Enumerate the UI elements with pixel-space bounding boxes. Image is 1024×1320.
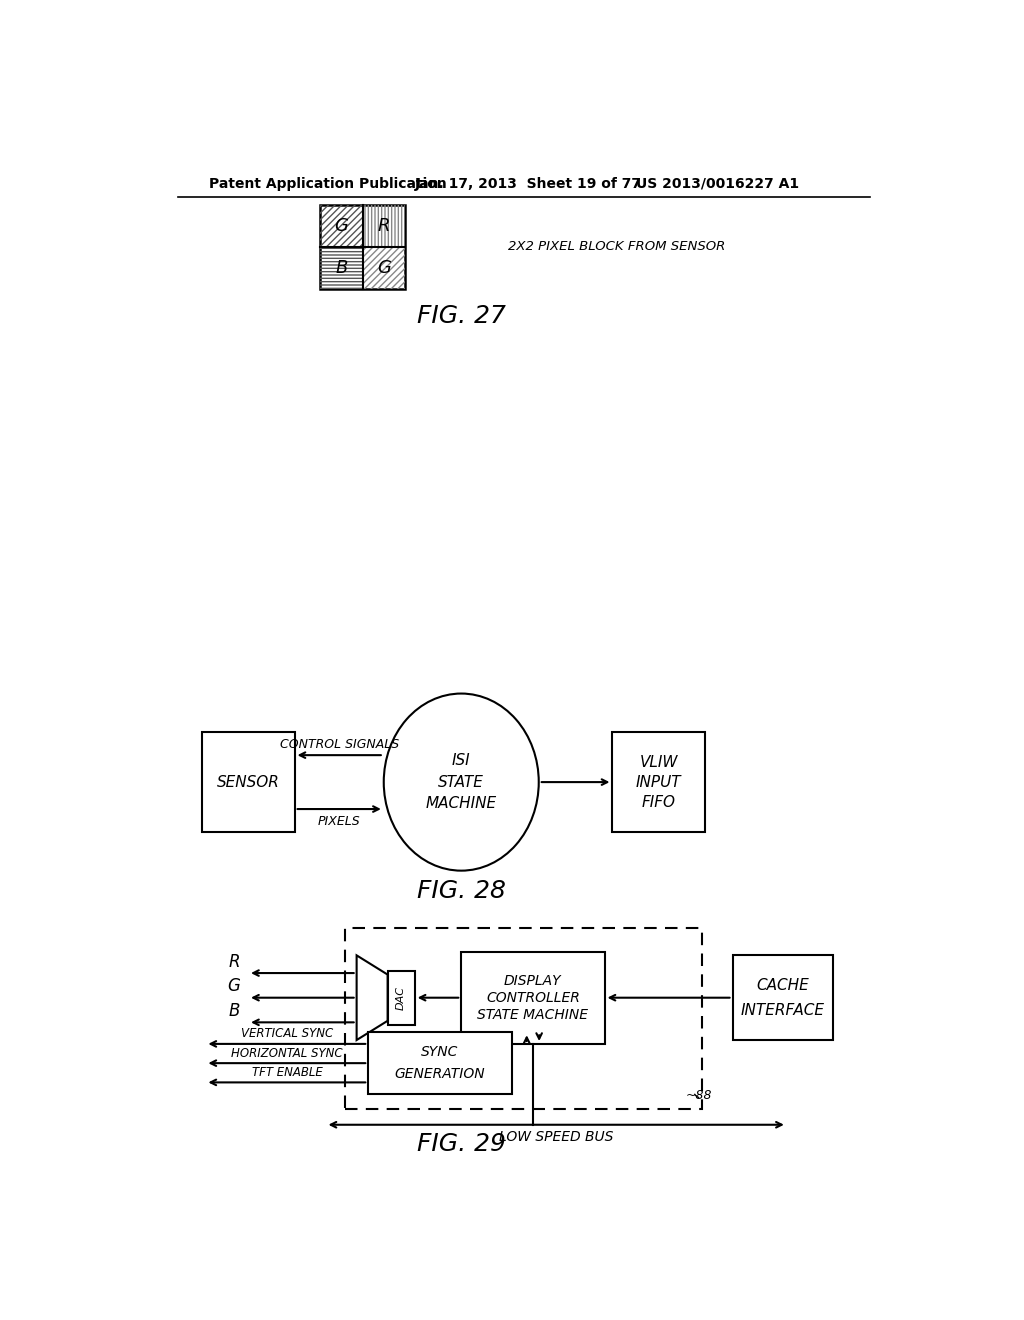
Text: CACHE: CACHE — [757, 978, 809, 993]
Bar — [461, 952, 604, 1044]
Text: R: R — [228, 953, 240, 970]
Bar — [362, 247, 406, 289]
Bar — [612, 733, 706, 832]
Text: TFT ENABLE: TFT ENABLE — [252, 1065, 323, 1078]
Text: VLIW: VLIW — [640, 755, 678, 770]
Text: R: R — [378, 216, 390, 235]
Bar — [732, 956, 834, 1040]
Text: INTERFACE: INTERFACE — [741, 1002, 825, 1018]
Text: VERTICAL SYNC: VERTICAL SYNC — [241, 1027, 333, 1040]
Text: Patent Application Publication: Patent Application Publication — [209, 177, 447, 191]
Text: STATE MACHINE: STATE MACHINE — [477, 1007, 589, 1022]
Bar — [202, 733, 295, 832]
Text: CONTROL SIGNALS: CONTROL SIGNALS — [280, 738, 398, 751]
Text: DISPLAY: DISPLAY — [504, 974, 562, 987]
Text: G: G — [227, 977, 241, 995]
Bar — [362, 205, 406, 247]
Bar — [345, 928, 701, 1109]
Bar — [321, 247, 362, 289]
Text: G: G — [377, 259, 391, 277]
Text: FIG. 28: FIG. 28 — [417, 879, 506, 903]
Text: CONTROLLER: CONTROLLER — [486, 991, 580, 1005]
Text: PIXELS: PIXELS — [317, 814, 360, 828]
Text: SYNC: SYNC — [421, 1045, 459, 1060]
Text: DAC: DAC — [396, 986, 407, 1010]
Text: FIG. 27: FIG. 27 — [417, 304, 506, 329]
Text: GENERATION: GENERATION — [394, 1067, 485, 1081]
Bar — [321, 205, 362, 247]
Bar — [369, 1032, 512, 1094]
Text: SENSOR: SENSOR — [217, 775, 280, 789]
Text: FIG. 29: FIG. 29 — [417, 1133, 506, 1156]
Text: G: G — [335, 216, 348, 235]
Text: HORIZONTAL SYNC: HORIZONTAL SYNC — [231, 1047, 343, 1060]
Text: Jan. 17, 2013  Sheet 19 of 77: Jan. 17, 2013 Sheet 19 of 77 — [415, 177, 642, 191]
Text: B: B — [335, 259, 348, 277]
Text: LOW SPEED BUS: LOW SPEED BUS — [499, 1130, 613, 1144]
Text: INPUT: INPUT — [636, 775, 682, 789]
Bar — [388, 970, 415, 1024]
Text: B: B — [228, 1002, 240, 1020]
Text: 2X2 PIXEL BLOCK FROM SENSOR: 2X2 PIXEL BLOCK FROM SENSOR — [508, 240, 725, 253]
Text: ~88: ~88 — [686, 1089, 713, 1102]
Text: US 2013/0016227 A1: US 2013/0016227 A1 — [636, 177, 799, 191]
Text: FIFO: FIFO — [642, 795, 676, 809]
Text: MACHINE: MACHINE — [426, 796, 497, 812]
Text: ISI: ISI — [452, 752, 471, 768]
Text: STATE: STATE — [438, 775, 484, 789]
Bar — [321, 205, 406, 289]
